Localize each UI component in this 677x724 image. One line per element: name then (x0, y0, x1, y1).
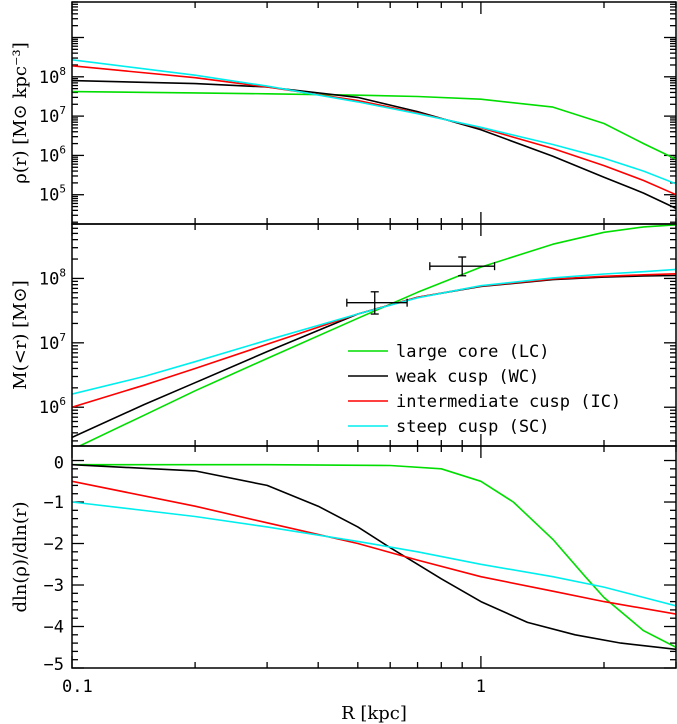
series-line (72, 65, 676, 196)
y-axis-title: M(<r) [M⊙] (10, 280, 31, 389)
y-tick-label: 0 (54, 454, 64, 474)
y-tick-label: 106 (39, 395, 66, 418)
y-ticks (72, 223, 676, 442)
error-bar (346, 291, 408, 315)
y-axis-title: dln(ρ)/dln(r) (10, 501, 31, 612)
y-tick-label: 108 (39, 266, 66, 289)
series-group (72, 463, 676, 651)
panel-top: 105 106 107 108 ρ(r) [M⊙ kpc⁻³] (10, 1, 677, 225)
legend: large core (LC) weak cusp (WC) intermediat… (348, 342, 621, 437)
x-ticks (71, 224, 677, 446)
panel-middle: 106 107 108 M(<r) [M⊙] large core (LC) weak c… (10, 223, 677, 447)
y-ticks (72, 1, 676, 223)
series-line (77, 224, 676, 446)
legend-label: weak cusp (WC) (396, 367, 539, 387)
series-line (72, 59, 676, 185)
series-line (72, 480, 676, 615)
x-tick-label: 1 (476, 677, 486, 697)
y-tick-label: −1 (44, 493, 64, 513)
y-tick-label: 105 (39, 183, 66, 206)
panel-frame (71, 223, 677, 447)
x-tick-label: 0.1 (62, 677, 93, 697)
panel-frame (71, 445, 677, 669)
y-tick-label: −2 (44, 535, 64, 555)
series-line (72, 501, 676, 607)
series-line (72, 90, 676, 160)
y-axis-title: ρ(r) [M⊙ kpc⁻³] (10, 42, 31, 183)
series-line (72, 273, 676, 408)
panel-frame (71, 1, 677, 225)
error-bar (429, 256, 496, 277)
y-tick-label: 107 (39, 104, 66, 127)
y-tick-label: 108 (39, 65, 66, 88)
x-axis-title: R [kpc] (341, 703, 407, 724)
legend-label: intermediate cusp (IC) (396, 392, 621, 412)
y-tick-label: −4 (44, 618, 64, 638)
series-line (72, 274, 676, 439)
y-tick-label: 106 (39, 143, 66, 166)
series-group (72, 224, 676, 446)
y-ticks (72, 459, 676, 669)
series-group (72, 59, 676, 210)
y-tick-label: −5 (44, 655, 64, 675)
y-tick-label: 107 (39, 331, 66, 354)
x-ticks (71, 2, 677, 224)
series-line (72, 463, 676, 649)
panel-bottom: 0 −1 −2 −3 −4 −5 dln(ρ)/dln(r) 0.1 1 R [kpc] (10, 445, 677, 724)
y-tick-label: −3 (44, 576, 64, 596)
x-ticks (71, 446, 677, 668)
series-line (72, 463, 676, 651)
series-line (72, 79, 676, 210)
legend-label: steep cusp (SC) (396, 417, 550, 437)
legend-label: large core (LC) (396, 342, 550, 362)
series-line (72, 268, 676, 395)
